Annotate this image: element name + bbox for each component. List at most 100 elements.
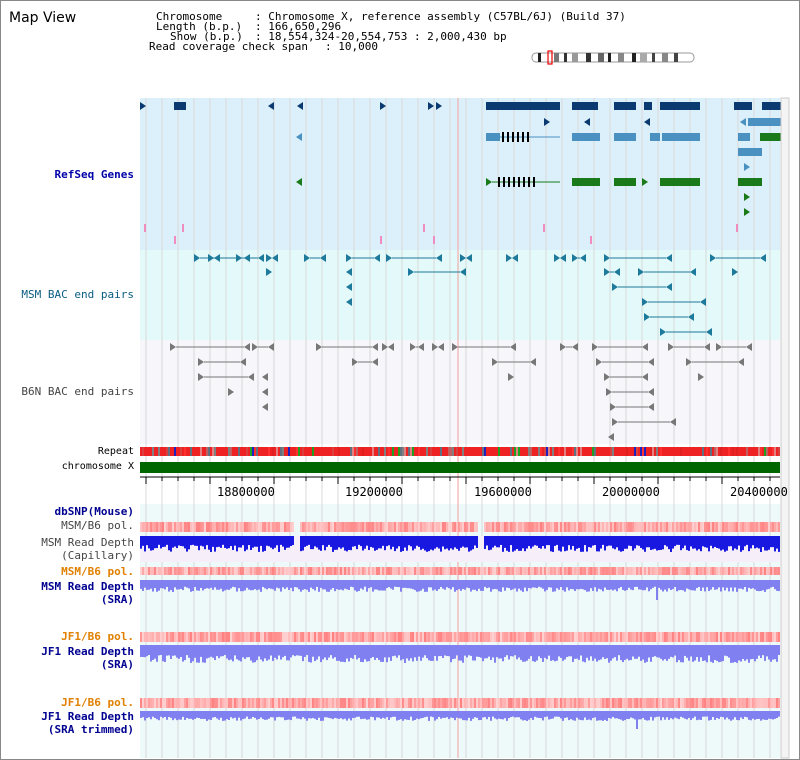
- track-label-msm-depth-cap-1[interactable]: MSM Read Depth: [41, 536, 134, 549]
- depth-bar: [474, 580, 476, 590]
- polymorphism-cell: [222, 632, 224, 642]
- track-label-jf1-pol-1[interactable]: JF1/B6 pol.: [61, 630, 134, 643]
- track-label-msm-b6-pol-2[interactable]: MSM/B6 pol.: [61, 565, 134, 578]
- repeat-segment: [498, 447, 500, 456]
- track-label-jf1-pol-2[interactable]: JF1/B6 pol.: [61, 696, 134, 709]
- depth-bar: [674, 711, 676, 718]
- depth-bar: [396, 711, 398, 721]
- depth-bar: [140, 711, 142, 718]
- polymorphism-cell: [510, 567, 512, 575]
- polymorphism-cell: [448, 567, 450, 575]
- polymorphism-cell: [490, 632, 492, 642]
- depth-bar: [208, 645, 210, 658]
- depth-bar: [426, 536, 428, 552]
- polymorphism-cell: [168, 632, 170, 642]
- repeat-segment: [662, 447, 664, 456]
- gene-arrow: [744, 208, 750, 216]
- depth-bar: [214, 711, 216, 718]
- exon: [528, 177, 530, 187]
- bac-pair: [436, 254, 442, 262]
- depth-bar: [362, 536, 364, 551]
- depth-bar: [300, 536, 302, 552]
- depth-bar: [730, 711, 732, 721]
- depth-bar: [298, 711, 300, 719]
- polymorphism-cell: [340, 698, 342, 708]
- track-label-dbsnp[interactable]: dbSNP(Mouse): [54, 505, 134, 518]
- polymorphism-cell: [434, 522, 436, 532]
- polymorphism-cell: [202, 698, 204, 708]
- depth-bar: [400, 536, 402, 552]
- polymorphism-cell: [762, 632, 764, 642]
- repeat-segment: [626, 447, 628, 456]
- depth-bar: [356, 580, 358, 592]
- polymorphism-cell: [252, 698, 254, 708]
- depth-bar: [144, 645, 146, 658]
- track-label-jf1-depth-sra-1[interactable]: JF1 Read Depth: [41, 645, 134, 658]
- depth-bar: [640, 536, 642, 548]
- polymorphism-cell: [376, 698, 378, 708]
- depth-bar: [616, 711, 618, 719]
- polymorphism-cell: [670, 567, 672, 575]
- depth-bar: [252, 711, 254, 717]
- track-label-msm-bac[interactable]: MSM BAC end pairs: [21, 288, 134, 301]
- track-label-jf1-depth-trim-1[interactable]: JF1 Read Depth: [41, 710, 134, 723]
- polymorphism-cell: [314, 632, 316, 642]
- depth-bar: [708, 536, 710, 552]
- track-label-msm-depth-sra-1[interactable]: MSM Read Depth: [41, 580, 134, 593]
- polymorphism-cell: [732, 567, 734, 575]
- polymorphism-cell: [428, 567, 430, 575]
- polymorphism-cell: [444, 632, 446, 642]
- track-label-b6n-bac[interactable]: B6N BAC end pairs: [21, 385, 134, 398]
- repeat-segment: [394, 447, 396, 456]
- polymorphism-cell: [416, 632, 418, 642]
- polymorphism-cell: [694, 698, 696, 708]
- repeat-segment: [444, 447, 446, 456]
- depth-bar: [610, 580, 612, 590]
- depth-bar: [518, 711, 520, 718]
- depth-bar: [148, 711, 150, 718]
- chromosome-ideogram[interactable]: [528, 50, 698, 66]
- polymorphism-cell: [366, 567, 368, 575]
- polymorphism-cell: [566, 698, 568, 708]
- depth-bar: [314, 580, 316, 591]
- depth-bar: [148, 580, 150, 590]
- depth-bar: [388, 711, 390, 721]
- depth-bar: [540, 580, 542, 588]
- repeat-segment: [532, 447, 534, 456]
- depth-bar: [348, 536, 350, 550]
- depth-bar: [554, 645, 556, 662]
- polymorphism-cell: [706, 522, 708, 532]
- polymorphism-cell: [708, 567, 710, 575]
- depth-bar: [174, 645, 176, 656]
- polymorphism-cell: [352, 567, 354, 575]
- depth-bar: [562, 580, 564, 591]
- depth-bar: [194, 580, 196, 588]
- depth-bar: [610, 645, 612, 661]
- b6n-bac-track-area: [140, 340, 780, 444]
- track-label-refseq[interactable]: RefSeq Genes: [54, 168, 134, 181]
- bac-pair: [666, 283, 672, 291]
- repeat-segment: [322, 447, 324, 456]
- polymorphism-cell: [278, 632, 280, 642]
- polymorphism-cell: [198, 632, 200, 642]
- depth-bar: [590, 711, 592, 721]
- repeat-segment: [150, 447, 152, 456]
- track-label-msm-b6-pol-1[interactable]: MSM/B6 pol.: [61, 519, 134, 532]
- depth-bar: [272, 711, 274, 718]
- depth-bar: [638, 711, 640, 720]
- depth-bar: [302, 580, 304, 590]
- depth-bar: [638, 645, 640, 657]
- depth-bar: [410, 536, 412, 547]
- polymorphism-cell: [572, 632, 574, 642]
- polymorphism-cell: [150, 522, 152, 532]
- depth-bar: [624, 580, 626, 591]
- depth-bar: [318, 580, 320, 592]
- b6n-pair: [592, 343, 598, 351]
- depth-bar: [240, 580, 242, 592]
- depth-bar: [236, 645, 238, 660]
- repeat-segment: [470, 447, 472, 456]
- polymorphism-cell: [220, 522, 222, 532]
- coverage-label: Read coverage check span: [149, 40, 308, 53]
- polymorphism-cell: [302, 567, 304, 575]
